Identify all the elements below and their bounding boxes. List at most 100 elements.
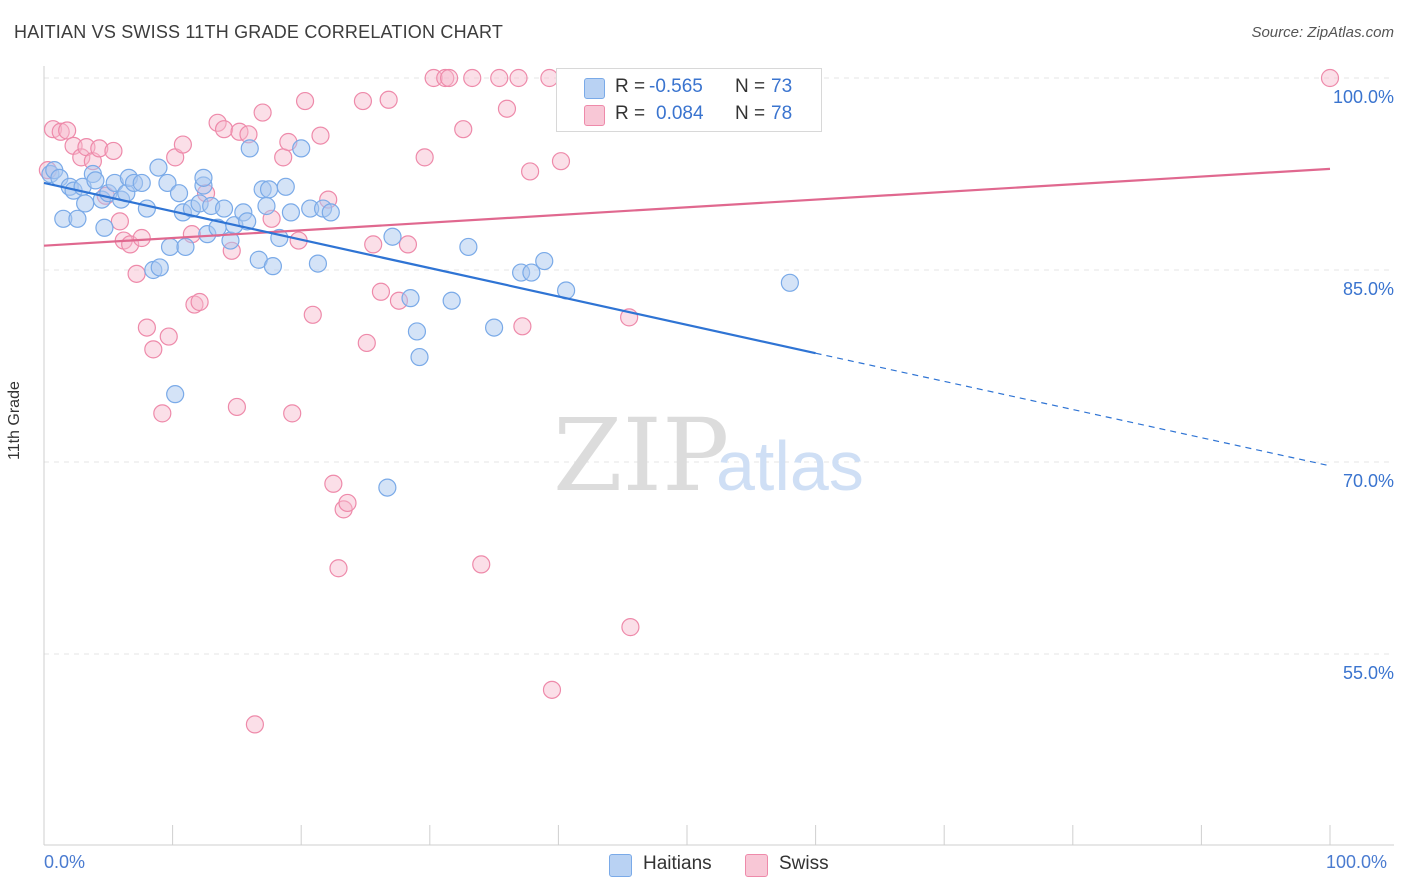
haitians-point [522,263,541,282]
swiss-swatch [584,105,605,126]
swiss-legend-swatch [745,854,768,877]
legend-n-value: 73 [771,76,793,97]
swiss-point [127,264,146,283]
chart-title: HAITIAN VS SWISS 11TH GRADE CORRELATION … [14,22,504,42]
haitians-point [137,199,156,218]
haitians-point [68,209,87,228]
haitians-point [535,251,554,271]
haitians-point [176,237,195,257]
swiss-point [144,340,163,359]
axes [43,66,1394,846]
grid-lines [44,77,1394,655]
legend-r-label: R = [615,76,646,97]
haitians-point [76,194,95,213]
haitians-point [292,139,311,158]
swiss-point [353,91,373,111]
haitians-legend-swatch [609,854,632,877]
y-tick-label: 55.0% [1343,663,1394,683]
swiss-point [311,126,330,145]
swiss-point [621,618,640,637]
swiss-trend-line [43,167,1331,247]
haitians-legend-label: Haitians [643,853,712,874]
haitians-point [263,257,283,276]
haitians-point [194,168,213,187]
haitians-point [160,237,180,257]
y-tick-label: 100.0% [1333,87,1394,107]
haitians-point [257,196,276,216]
haitians-point [780,273,799,292]
swiss-point [329,559,348,578]
swiss-point [51,122,70,141]
swiss-point [245,715,265,734]
swiss-point [463,68,482,88]
swiss-point [253,103,272,122]
correlation-legend: R = -0.565 N = 73 R = 0.084 N = 78 [556,68,822,132]
swiss-point [497,99,517,118]
haitians-point [132,173,151,193]
swiss-point [190,292,209,312]
swiss-point [58,121,77,140]
swiss-point [415,148,434,167]
swiss-point [1320,68,1340,88]
haitians-swatch [584,78,605,99]
haitians-point [442,291,461,310]
swiss-point [490,68,509,88]
source-label: Source: ZipAtlas.com [1251,24,1394,41]
haitians-points [41,139,799,497]
trend-lines [43,167,1331,467]
haitians-point [459,237,478,257]
swiss-point [338,493,357,513]
swiss-point [283,404,302,423]
y-axis-label: 11th Grade [6,381,23,460]
haitians-point [276,177,295,196]
haitians-point [240,139,259,158]
swiss-point [303,305,322,324]
haitians-point [169,184,189,203]
swiss-point [173,135,192,154]
swiss-point [295,91,315,111]
haitians-point [383,227,402,246]
swiss-point [137,318,156,337]
legend-n-value: 78 [771,103,793,124]
swiss-point [72,148,91,167]
haitians-point [238,212,257,231]
y-tick-label: 70.0% [1343,471,1394,491]
haitians-point [308,254,328,273]
swiss-point [104,141,123,161]
swiss-point [472,555,491,574]
legend-row-haitians: R = -0.565 N = 73 [557,73,821,101]
swiss-point [398,235,418,254]
swiss-point [159,327,178,346]
haitians-point [378,478,397,497]
swiss-legend-label: Swiss [779,853,829,874]
haitians-point [149,158,168,177]
haitians-point [281,203,301,222]
watermark-atlas: atlas [716,427,864,505]
swiss-point [274,148,293,167]
haitians-point [150,258,169,277]
swiss-point [542,680,562,699]
legend-row-swiss: R = 0.084 N = 78 [557,100,821,128]
haitians-point [95,218,114,237]
haitians-point [410,347,429,367]
haitians-trend-extension [815,352,1331,467]
haitians-point [166,385,185,404]
swiss-point [357,333,376,353]
swiss-point [371,282,391,301]
legend-n-label: N = [735,76,766,97]
swiss-point [214,120,234,139]
haitians-point [259,180,279,199]
swiss-point [436,68,455,88]
y-tick-label: 85.0% [1343,279,1394,299]
swiss-point [227,397,246,417]
swiss-point [185,295,204,314]
haitians-point [86,171,105,190]
x-tick-label-min: 0.0% [44,852,86,872]
swiss-point [551,152,571,171]
legend-r-value: -0.565 [649,76,703,97]
swiss-point [153,404,172,423]
haitians-point [407,322,427,341]
haitians-point [485,318,504,337]
swiss-point [454,120,473,139]
